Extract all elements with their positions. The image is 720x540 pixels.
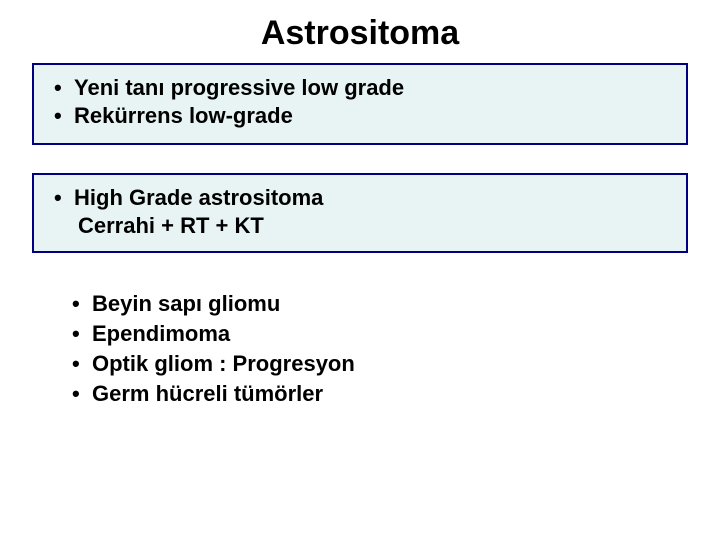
sub-item: Cerrahi + RT + KT bbox=[50, 213, 670, 239]
item-text: Optik gliom : Progresyon bbox=[92, 351, 355, 377]
item-text: Beyin sapı gliomu bbox=[92, 291, 280, 317]
slide-title: Astrositoma bbox=[0, 0, 720, 63]
box-low-grade: • Yeni tanı progressive low grade • Rekü… bbox=[32, 63, 688, 145]
plain-list: • Beyin sapı gliomu • Ependimoma • Optik… bbox=[68, 291, 720, 407]
sub-item-text: Cerrahi + RT + KT bbox=[50, 213, 264, 238]
bullet-icon: • bbox=[68, 321, 92, 347]
list-item: • Beyin sapı gliomu bbox=[68, 291, 720, 317]
bullet-icon: • bbox=[50, 103, 74, 129]
item-text: High Grade astrositoma bbox=[74, 185, 323, 211]
item-text: Germ hücreli tümörler bbox=[92, 381, 323, 407]
bullet-icon: • bbox=[50, 75, 74, 101]
list-item: • High Grade astrositoma bbox=[50, 185, 670, 211]
list-item: • Yeni tanı progressive low grade bbox=[50, 75, 670, 101]
bullet-icon: • bbox=[68, 291, 92, 317]
list-item: • Germ hücreli tümörler bbox=[68, 381, 720, 407]
bullet-icon: • bbox=[68, 381, 92, 407]
item-text: Rekürrens low-grade bbox=[74, 103, 293, 129]
list-item: • Rekürrens low-grade bbox=[50, 103, 670, 129]
bullet-icon: • bbox=[50, 185, 74, 211]
box-high-grade: • High Grade astrositoma Cerrahi + RT + … bbox=[32, 173, 688, 253]
title-text: Astrositoma bbox=[261, 14, 459, 52]
item-text: Ependimoma bbox=[92, 321, 230, 347]
item-text: Yeni tanı progressive low grade bbox=[74, 75, 404, 101]
list-item: • Ependimoma bbox=[68, 321, 720, 347]
bullet-icon: • bbox=[68, 351, 92, 377]
list-item: • Optik gliom : Progresyon bbox=[68, 351, 720, 377]
